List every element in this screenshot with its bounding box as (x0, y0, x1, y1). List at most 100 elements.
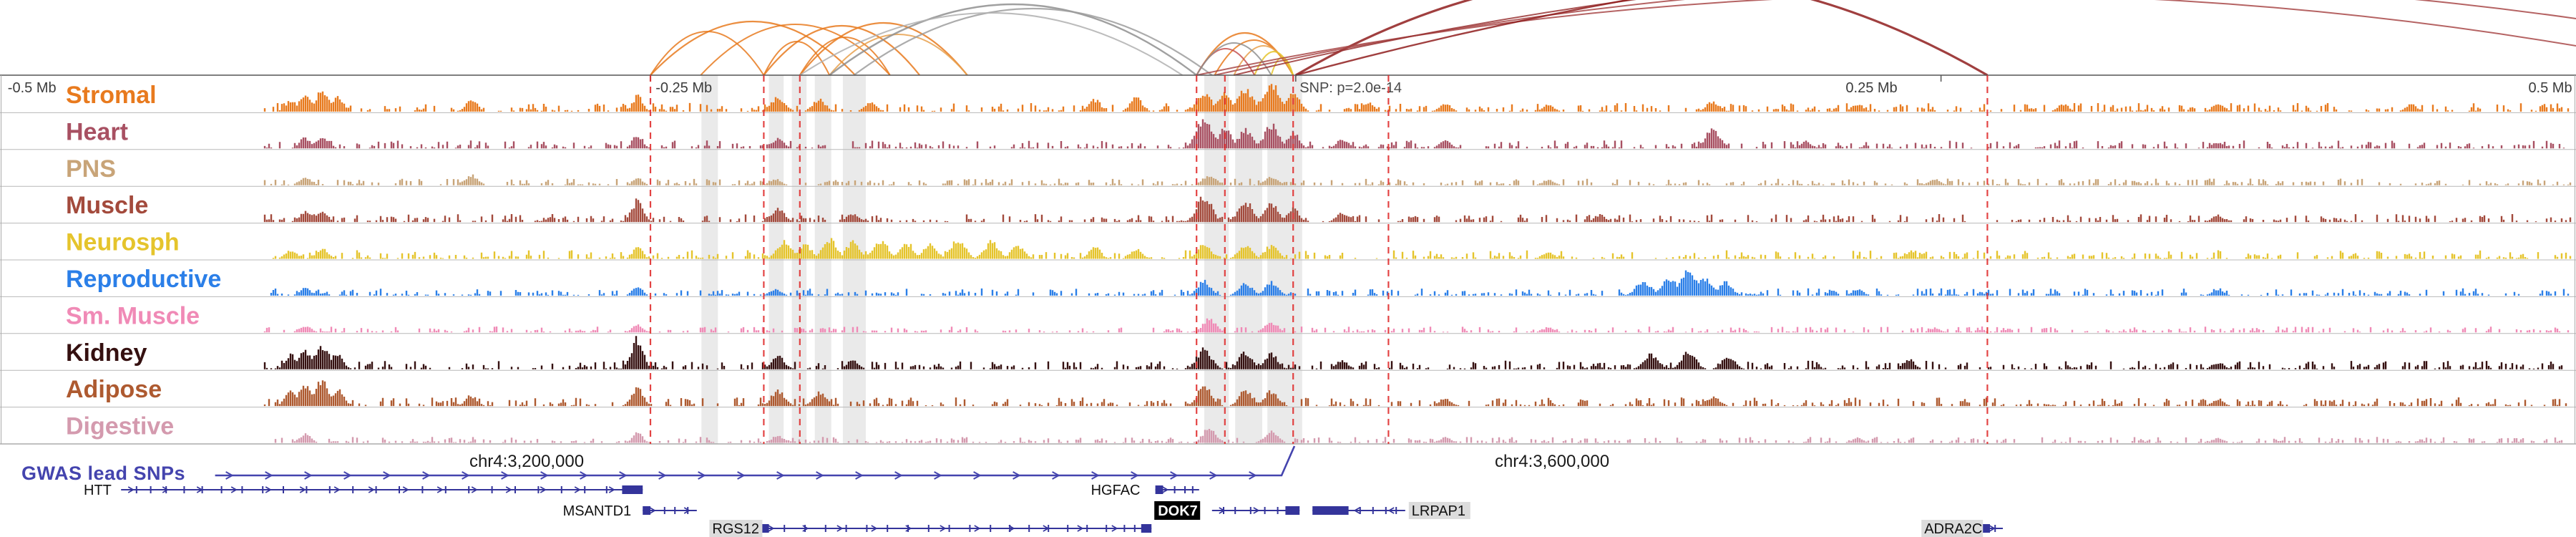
track-label-reproductive[interactable]: Reproductive (65, 265, 223, 294)
strand-arrow (1219, 507, 1226, 514)
strand-arrow (505, 486, 512, 493)
gwas-lead-snps-label[interactable]: GWAS lead SNPs (21, 463, 186, 484)
gwas-arrow (1209, 471, 1218, 480)
strand-arrow (265, 486, 272, 493)
interaction-arc[interactable] (1295, 0, 2576, 77)
gwas-arrow (422, 471, 431, 480)
interaction-arc[interactable] (763, 41, 831, 76)
gene-label-hgfac[interactable]: HGFAC (1091, 483, 1141, 498)
gene-exon-box (643, 506, 650, 515)
strand-arrow (1043, 525, 1050, 532)
strand-arrow (230, 486, 238, 493)
strand-arrow (608, 486, 615, 493)
strand-arrow (683, 507, 691, 514)
signal-muscle (263, 196, 2572, 223)
track-label-kidney[interactable]: Kidney (65, 338, 148, 367)
strand-arrow (649, 507, 656, 514)
strand-arrow (1387, 507, 1395, 514)
strand-arrow (1008, 525, 1015, 532)
interaction-arc[interactable] (799, 12, 1183, 76)
track-label-neurosph[interactable]: Neurosph (65, 228, 181, 257)
gwas-arrow (1170, 471, 1179, 480)
ruler-label: -0.25 Mb (655, 80, 712, 96)
gene-label-lrpap1[interactable]: LRPAP1 (1412, 503, 1465, 519)
track-label-stromal[interactable]: Stromal (65, 81, 158, 110)
interaction-arc[interactable] (763, 24, 921, 76)
gene-label-adra2c[interactable]: ADRA2C (1924, 521, 1982, 537)
gwas-arrow (973, 471, 982, 480)
strand-arrow (905, 525, 912, 532)
gene-label-dok7[interactable]: DOK7 (1158, 503, 1198, 519)
strand-arrow (162, 486, 169, 493)
gene-label-bg-lrpap1 (1408, 502, 1470, 519)
gwas-arrow (501, 471, 509, 480)
gwas-arrow (737, 471, 746, 480)
strand-arrow (1162, 486, 1169, 493)
coordinate-label-left: chr4:3,200,000 (469, 452, 585, 471)
strand-arrow (1989, 525, 1996, 532)
interaction-arc[interactable] (799, 22, 968, 76)
strand-arrow (1253, 507, 1260, 514)
interaction-arc[interactable] (650, 20, 856, 76)
track-label-sm-muscle[interactable]: Sm. Muscle (65, 301, 201, 331)
gene-label-bg-adra2c (1921, 520, 1984, 537)
gwas-arrow (1052, 471, 1060, 480)
strand-arrow (1319, 507, 1326, 514)
interaction-arc[interactable] (853, 8, 1213, 76)
signal-reproductive (270, 270, 2570, 296)
gwas-arrow (1013, 471, 1021, 480)
strand-arrow (196, 486, 203, 493)
track-label-adipose[interactable]: Adipose (65, 375, 163, 405)
signal-sm-muscle (263, 318, 2570, 333)
strand-arrow (768, 525, 775, 532)
strand-arrow (836, 525, 844, 532)
strand-arrow (1077, 525, 1084, 532)
strand-arrow (1287, 507, 1294, 514)
gwas-arrow (304, 471, 313, 480)
track-label-pns[interactable]: PNS (65, 154, 117, 183)
signal-kidney (263, 336, 2563, 369)
gene-label-rgs12[interactable]: RGS12 (712, 521, 759, 537)
interaction-arc[interactable] (1294, 0, 1989, 77)
gene-label-msantd1[interactable]: MSANTD1 (563, 503, 632, 519)
interaction-arc[interactable] (799, 37, 891, 76)
ruler-label: SNP: p=2.0e-14 (1299, 80, 1402, 96)
gwas-arrow (1131, 471, 1139, 480)
strand-arrow (436, 486, 444, 493)
strand-arrow (402, 486, 409, 493)
gene-label-bg-rgs12 (709, 520, 763, 537)
interaction-arc[interactable] (1214, 0, 2576, 76)
gene-exon-box (1141, 524, 1152, 533)
track-label-muscle[interactable]: Muscle (65, 191, 150, 221)
gwas-arrow (619, 471, 628, 480)
strand-arrow (1111, 525, 1118, 532)
gene-exon-box (1155, 485, 1163, 494)
ruler-label: 0.25 Mb (1845, 80, 1897, 96)
coordinate-label-right: chr4:3,600,000 (1494, 452, 1610, 471)
gwas-arrow (658, 471, 667, 480)
interaction-arc[interactable] (829, 3, 1197, 76)
strand-arrow (471, 486, 478, 493)
strand-arrow (299, 486, 306, 493)
gwas-arrow (343, 471, 352, 480)
strand-arrow (802, 525, 809, 532)
track-label-heart[interactable]: Heart (65, 117, 130, 147)
interaction-arc[interactable] (1234, 0, 2576, 76)
gene-label-htt[interactable]: HTT (84, 483, 112, 498)
track-label-digestive[interactable]: Digestive (65, 412, 175, 441)
interaction-arc[interactable] (700, 24, 891, 76)
gwas-arrow (383, 471, 391, 480)
interaction-arc[interactable] (829, 34, 968, 76)
interaction-arc[interactable] (1254, 51, 1294, 76)
gwas-arrow (225, 471, 234, 480)
gwas-arrow (1249, 471, 1257, 480)
signal-heart (263, 119, 2565, 149)
strand-arrow (333, 486, 341, 493)
gene-exon-box (1982, 524, 1990, 533)
gwas-arrow (855, 471, 864, 480)
gwas-arrow (462, 471, 470, 480)
gwas-arrow (816, 471, 824, 480)
gwas-arrow (265, 471, 273, 480)
